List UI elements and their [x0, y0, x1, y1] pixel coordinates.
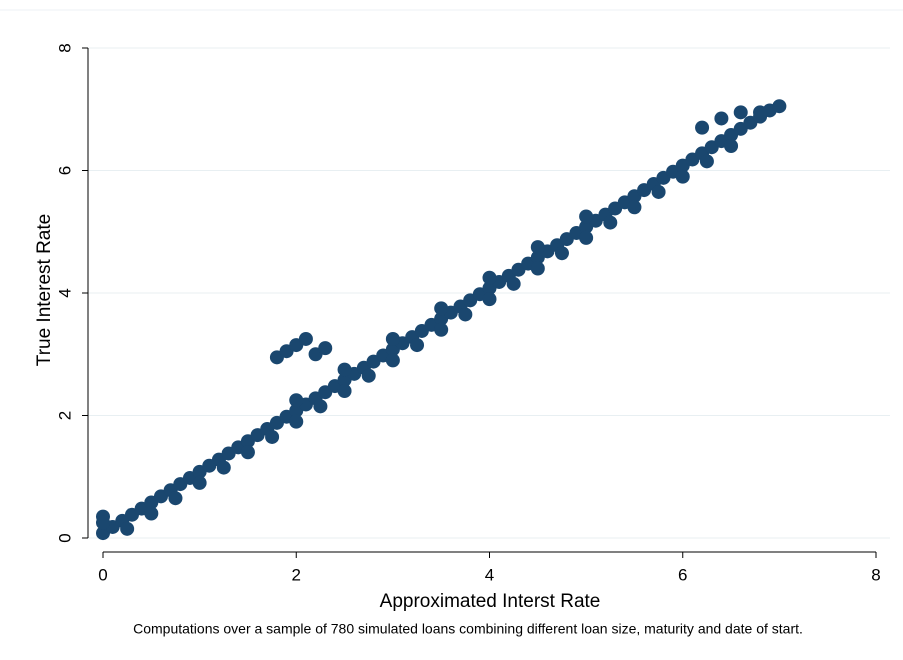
point [753, 105, 768, 120]
point [337, 362, 352, 377]
point [318, 341, 333, 356]
point [265, 429, 280, 444]
point [240, 445, 255, 460]
point [120, 521, 135, 536]
point [458, 307, 473, 322]
point [434, 322, 449, 337]
point [579, 209, 594, 224]
point [675, 169, 690, 184]
y-axis-title: True Interest Rate [34, 214, 55, 366]
point [695, 120, 710, 135]
point [361, 368, 376, 383]
point [627, 200, 642, 215]
point [554, 246, 569, 261]
point [144, 506, 159, 521]
y-tick-label: 8 [55, 43, 74, 52]
x-tick-label: 2 [292, 565, 301, 584]
point [733, 105, 748, 120]
point [482, 270, 497, 285]
point [168, 491, 183, 506]
point [216, 460, 231, 475]
point [289, 414, 304, 429]
point [313, 399, 328, 414]
point [289, 393, 304, 408]
x-tick-label: 8 [871, 565, 880, 584]
point [603, 215, 618, 230]
point [699, 154, 714, 169]
x-axis-title: Approximated Interst Rate [380, 591, 601, 612]
point [506, 276, 521, 291]
point [337, 384, 352, 398]
point [530, 240, 545, 255]
point [724, 139, 739, 153]
point [434, 301, 449, 316]
point [192, 475, 207, 490]
point [385, 331, 400, 346]
y-tick-label: 0 [55, 533, 74, 542]
point [579, 230, 594, 245]
point [714, 111, 729, 126]
point [385, 353, 400, 368]
x-tick-label: 4 [485, 565, 494, 584]
point [482, 292, 497, 307]
point [772, 99, 787, 114]
point [410, 338, 425, 353]
x-tick-label: 6 [678, 565, 687, 584]
y-tick-label: 6 [55, 166, 74, 175]
point [651, 184, 666, 199]
point [96, 515, 110, 530]
note: Computations over a sample of 780 simula… [133, 621, 803, 637]
point [530, 261, 545, 276]
y-tick-label: 4 [55, 288, 74, 297]
y-tick-label: 2 [55, 411, 74, 420]
point [298, 331, 313, 346]
x-tick-label: 0 [98, 565, 107, 584]
